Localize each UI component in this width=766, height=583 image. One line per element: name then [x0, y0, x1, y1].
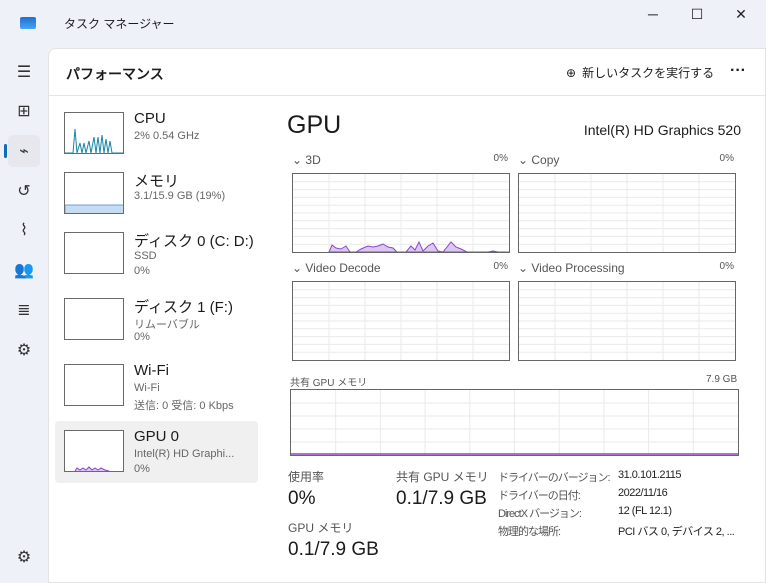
device-sub1: Wi-Fi [134, 382, 160, 394]
device-thumbnail [64, 112, 124, 154]
info-key: ドライバーの日付: [498, 490, 581, 502]
usage-label: 使用率 [288, 470, 325, 484]
new-task-button[interactable]: ⊕ 新しいタスクを実行する [566, 64, 714, 81]
shared-mem-label: 共有 GPU メモリ [290, 378, 368, 389]
device-name: Wi-Fi [134, 362, 169, 379]
window-title: タスク マネージャー [64, 17, 175, 31]
device-sub1: SSD [134, 250, 157, 262]
engine-label: Video Decode [305, 261, 381, 275]
usage-value: 0% [288, 488, 316, 509]
device-sub2: 送信: 0 受信: 0 Kbps [134, 400, 234, 412]
engine-value: 0% [719, 153, 734, 164]
selected-indicator [4, 144, 7, 158]
engine-graph [292, 281, 510, 361]
engine-header[interactable]: ⌄ Video Decode 0% [292, 261, 510, 275]
close-button[interactable]: ✕ [735, 6, 747, 22]
detail-title: GPU [287, 111, 342, 139]
device-name: GPU 0 [134, 428, 180, 445]
details-icon[interactable]: ≣ [17, 302, 31, 319]
info-value: 2022/11/16 [618, 487, 668, 499]
chevron-down-icon: ⌄ [292, 261, 306, 275]
device-name: メモリ [134, 173, 180, 190]
device-sub1: リムーバブル [134, 319, 200, 331]
users-icon[interactable]: 👥 [14, 262, 34, 279]
chevron-down-icon: ⌄ [292, 153, 306, 167]
device-sub2: 0% [134, 463, 150, 475]
chevron-down-icon: ⌄ [518, 261, 532, 275]
device-thumbnail [64, 364, 124, 406]
cpu-usage-line [65, 128, 123, 153]
device-sub1: 2% 0.54 GHz [134, 130, 200, 142]
device-sub2: 0% [134, 331, 150, 343]
info-key: ドライバーのバージョン: [498, 472, 611, 484]
engine-value: 0% [719, 261, 734, 272]
info-value: 12 (FL 12.1) [618, 505, 672, 517]
engine-header[interactable]: ⌄ Video Processing 0% [518, 261, 736, 275]
engine-label: 3D [305, 153, 321, 167]
device-item[interactable]: Wi-Fi Wi-Fi 送信: 0 受信: 0 Kbps [55, 360, 258, 422]
new-task-icon: ⊕ [566, 65, 577, 80]
shared-mem-max: 7.9 GB [706, 374, 738, 385]
shared-mem-graph [290, 389, 739, 456]
menu-icon[interactable]: ☰ [16, 64, 32, 81]
chevron-down-icon: ⌄ [518, 153, 532, 167]
info-value: PCI バス 0, デバイス 2, ... [618, 526, 735, 538]
services-icon[interactable]: ⚙ [16, 342, 32, 359]
info-value: 31.0.101.2115 [618, 469, 682, 481]
shared-value: 0.1/7.9 GB [396, 488, 487, 509]
device-thumbnail [64, 430, 124, 472]
more-button[interactable]: ··· [730, 62, 746, 79]
device-thumbnail [64, 298, 124, 340]
gpu-usage-line [74, 466, 110, 471]
engine-graph [518, 173, 736, 253]
device-item[interactable]: GPU 0 Intel(R) HD Graphi... 0% [55, 421, 258, 483]
device-name: ディスク 1 (F:) [134, 299, 233, 316]
device-item[interactable]: CPU 2% 0.54 GHz [55, 108, 258, 170]
minimize-button[interactable]: ─ [648, 6, 658, 22]
device-item[interactable]: ディスク 1 (F:) リムーバブル 0% [55, 294, 258, 356]
engine-header[interactable]: ⌄ 3D 0% [292, 153, 510, 167]
info-key: 物理的な場所: [498, 526, 561, 538]
memory-usage-fill [65, 204, 123, 213]
startup-icon[interactable]: ⌇ [20, 222, 28, 239]
engine-label: Copy [531, 153, 560, 167]
new-task-label: 新しいタスクを実行する [582, 66, 715, 80]
engine-graph [292, 173, 510, 253]
settings-icon[interactable]: ⚙ [16, 549, 32, 566]
gpumem-label: GPU メモリ [288, 521, 354, 535]
processes-icon[interactable]: ⊞ [17, 103, 31, 120]
adapter-name: Intel(R) HD Graphics 520 [583, 122, 741, 138]
device-sub2: 0% [134, 265, 150, 277]
device-thumbnail [64, 172, 124, 214]
engine-graph [518, 281, 736, 361]
gpumem-value: 0.1/7.9 GB [288, 539, 379, 560]
shared-label: 共有 GPU メモリ [396, 470, 489, 484]
device-name: CPU [134, 110, 166, 127]
page-title: パフォーマンス [66, 66, 164, 82]
maximize-button[interactable]: ☐ [690, 6, 704, 22]
engine-value: 0% [493, 261, 508, 272]
engine-label: Video Processing [531, 261, 625, 275]
device-item[interactable]: ディスク 0 (C: D:) SSD 0% [55, 228, 258, 290]
device-item[interactable]: メモリ 3.1/15.9 GB (19%) [55, 168, 258, 230]
performance-icon[interactable]: ⌁ [8, 135, 40, 167]
engine-value: 0% [493, 153, 508, 164]
engine-header[interactable]: ⌄ Copy 0% [518, 153, 736, 167]
device-name: ディスク 0 (C: D:) [134, 233, 254, 250]
device-thumbnail [64, 232, 124, 274]
history-icon[interactable]: ↺ [17, 183, 31, 200]
device-sub1: Intel(R) HD Graphi... [134, 448, 235, 460]
info-key: DirectX バージョン: [498, 508, 582, 520]
device-sub1: 3.1/15.9 GB (19%) [134, 190, 226, 202]
divider [49, 95, 766, 96]
app-icon [20, 17, 36, 29]
3d-usage-area [328, 240, 509, 252]
